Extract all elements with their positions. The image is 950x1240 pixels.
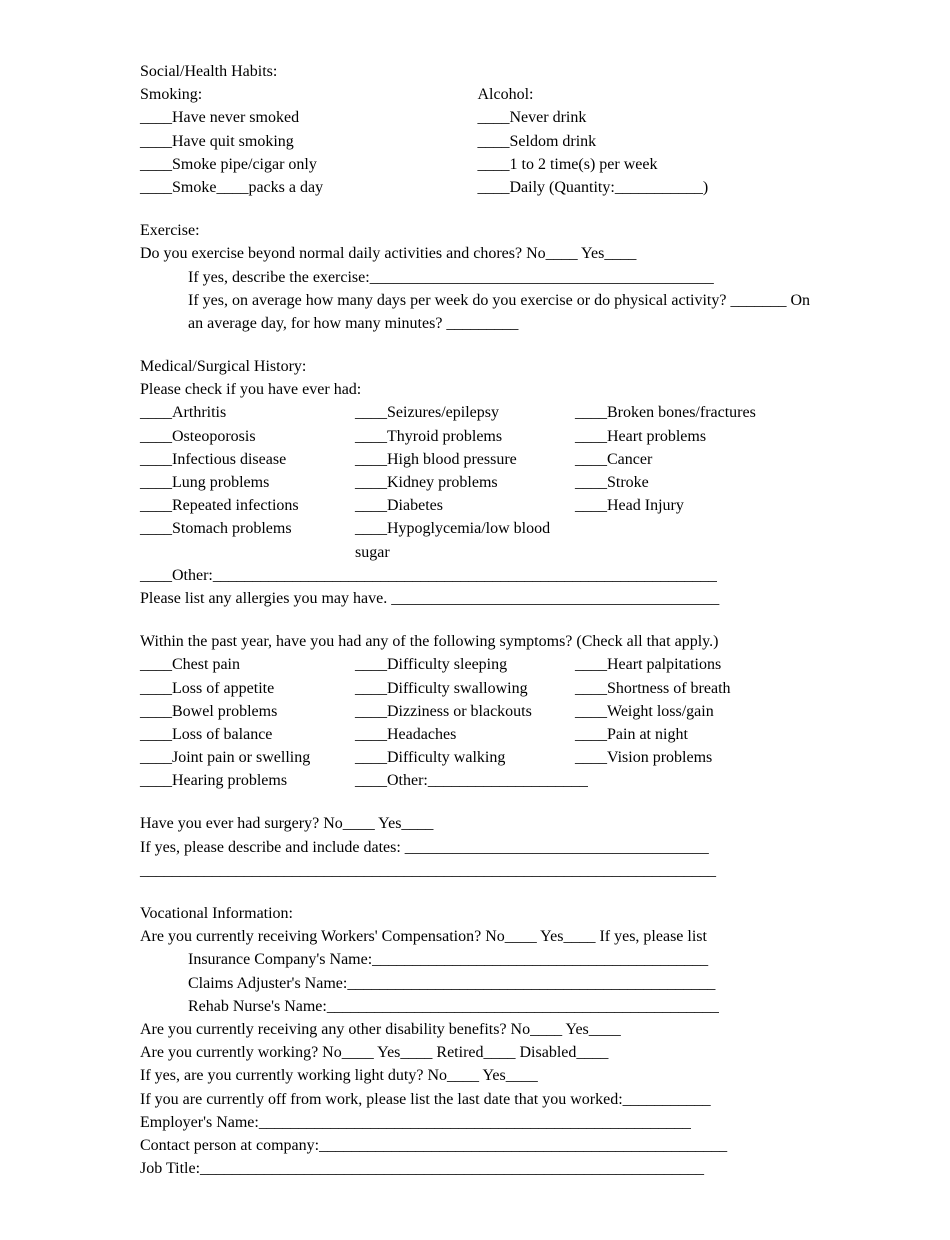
voc-q4[interactable]: If yes, are you currently working light … <box>140 1064 815 1087</box>
social-two-col: Smoking: ____Have never smoked ____Have … <box>140 83 815 199</box>
med-c1-r5[interactable]: ____Repeated infections <box>140 494 355 517</box>
surgery-line[interactable]: ________________________________________… <box>140 859 815 882</box>
voc-q1c[interactable]: Rehab Nurse's Name:_____________________… <box>140 995 815 1018</box>
voc-q6[interactable]: Employer's Name:________________________… <box>140 1111 815 1134</box>
alcohol-opt1[interactable]: ____Never drink <box>478 106 816 129</box>
alcohol-col: Alcohol: ____Never drink ____Seldom drin… <box>478 83 816 199</box>
smoking-label: Smoking: <box>140 83 478 106</box>
smoking-opt3[interactable]: ____Smoke pipe/cigar only <box>140 153 478 176</box>
med-c1-r6[interactable]: ____Stomach problems <box>140 517 355 540</box>
smoking-opt2[interactable]: ____Have quit smoking <box>140 130 478 153</box>
medical-allergies[interactable]: Please list any allergies you may have. … <box>140 587 815 610</box>
medical-other[interactable]: ____Other:______________________________… <box>140 564 815 587</box>
med-c2-r1[interactable]: ____Seizures/epilepsy <box>355 401 575 424</box>
sym-c1-r4[interactable]: ____Loss of balance <box>140 723 355 746</box>
sym-c3-r1[interactable]: ____Heart palpitations <box>575 653 815 676</box>
sym-c1-r3[interactable]: ____Bowel problems <box>140 700 355 723</box>
med-c1-r2[interactable]: ____Osteoporosis <box>140 425 355 448</box>
alcohol-label: Alcohol: <box>478 83 816 106</box>
sym-c3-r3[interactable]: ____Weight loss/gain <box>575 700 815 723</box>
med-c3-r1[interactable]: ____Broken bones/fractures <box>575 401 815 424</box>
med-c1-r1[interactable]: ____Arthritis <box>140 401 355 424</box>
sym-c3-r5[interactable]: ____Vision problems <box>575 746 815 769</box>
voc-q1a[interactable]: Insurance Company's Name:_______________… <box>140 948 815 971</box>
medical-grid: ____Arthritis ____Osteoporosis ____Infec… <box>140 401 815 563</box>
surgery-q1[interactable]: Have you ever had surgery? No____ Yes___… <box>140 812 815 835</box>
med-c3-r5[interactable]: ____Head Injury <box>575 494 815 517</box>
med-c3-r4[interactable]: ____Stroke <box>575 471 815 494</box>
smoking-col: Smoking: ____Have never smoked ____Have … <box>140 83 478 199</box>
med-c3-r3[interactable]: ____Cancer <box>575 448 815 471</box>
smoking-opt4[interactable]: ____Smoke____packs a day <box>140 176 478 199</box>
alcohol-opt2[interactable]: ____Seldom drink <box>478 130 816 153</box>
sym-c3-r4[interactable]: ____Pain at night <box>575 723 815 746</box>
sym-c1-r5[interactable]: ____Joint pain or swelling <box>140 746 355 769</box>
exercise-q2[interactable]: If yes, describe the exercise:__________… <box>140 266 815 289</box>
sym-c2-r4[interactable]: ____Headaches <box>355 723 575 746</box>
exercise-q3[interactable]: If yes, on average how many days per wee… <box>140 289 815 335</box>
voc-q3[interactable]: Are you currently working? No____ Yes___… <box>140 1041 815 1064</box>
voc-q2[interactable]: Are you currently receiving any other di… <box>140 1018 815 1041</box>
smoking-opt1[interactable]: ____Have never smoked <box>140 106 478 129</box>
sym-c3-r2[interactable]: ____Shortness of breath <box>575 677 815 700</box>
voc-q1b[interactable]: Claims Adjuster's Name:_________________… <box>140 972 815 995</box>
voc-q8[interactable]: Job Title:______________________________… <box>140 1157 815 1180</box>
exercise-q1[interactable]: Do you exercise beyond normal daily acti… <box>140 242 815 265</box>
alcohol-opt4[interactable]: ____Daily (Quantity:___________) <box>478 176 816 199</box>
sym-c1-r1[interactable]: ____Chest pain <box>140 653 355 676</box>
med-c1-r3[interactable]: ____Infectious disease <box>140 448 355 471</box>
voc-q5[interactable]: If you are currently off from work, plea… <box>140 1088 815 1111</box>
section-vocational-title: Vocational Information: <box>140 902 815 925</box>
sym-c2-r3[interactable]: ____Dizziness or blackouts <box>355 700 575 723</box>
sym-c2-r1[interactable]: ____Difficulty sleeping <box>355 653 575 676</box>
med-c2-r5[interactable]: ____Diabetes <box>355 494 575 517</box>
med-c2-r4[interactable]: ____Kidney problems <box>355 471 575 494</box>
symptoms-grid: ____Chest pain ____Loss of appetite ____… <box>140 653 815 792</box>
sym-c1-r6[interactable]: ____Hearing problems <box>140 769 355 792</box>
med-c2-r2[interactable]: ____Thyroid problems <box>355 425 575 448</box>
voc-q1[interactable]: Are you currently receiving Workers' Com… <box>140 925 815 948</box>
alcohol-opt3[interactable]: ____1 to 2 time(s) per week <box>478 153 816 176</box>
sym-c1-r2[interactable]: ____Loss of appetite <box>140 677 355 700</box>
sym-c2-r6[interactable]: ____Other:____________________ <box>355 769 575 792</box>
sym-c2-r2[interactable]: ____Difficulty swallowing <box>355 677 575 700</box>
section-exercise-title: Exercise: <box>140 219 815 242</box>
voc-q7[interactable]: Contact person at company:______________… <box>140 1134 815 1157</box>
section-social-title: Social/Health Habits: <box>140 60 815 83</box>
symptoms-intro: Within the past year, have you had any o… <box>140 630 815 653</box>
section-medical-title: Medical/Surgical History: <box>140 355 815 378</box>
medical-intro: Please check if you have ever had: <box>140 378 815 401</box>
med-c2-r3[interactable]: ____High blood pressure <box>355 448 575 471</box>
med-c1-r4[interactable]: ____Lung problems <box>140 471 355 494</box>
med-c2-r6[interactable]: ____Hypoglycemia/low blood sugar <box>355 517 575 563</box>
med-c3-r2[interactable]: ____Heart problems <box>575 425 815 448</box>
sym-c2-r5[interactable]: ____Difficulty walking <box>355 746 575 769</box>
surgery-q2[interactable]: If yes, please describe and include date… <box>140 836 815 859</box>
